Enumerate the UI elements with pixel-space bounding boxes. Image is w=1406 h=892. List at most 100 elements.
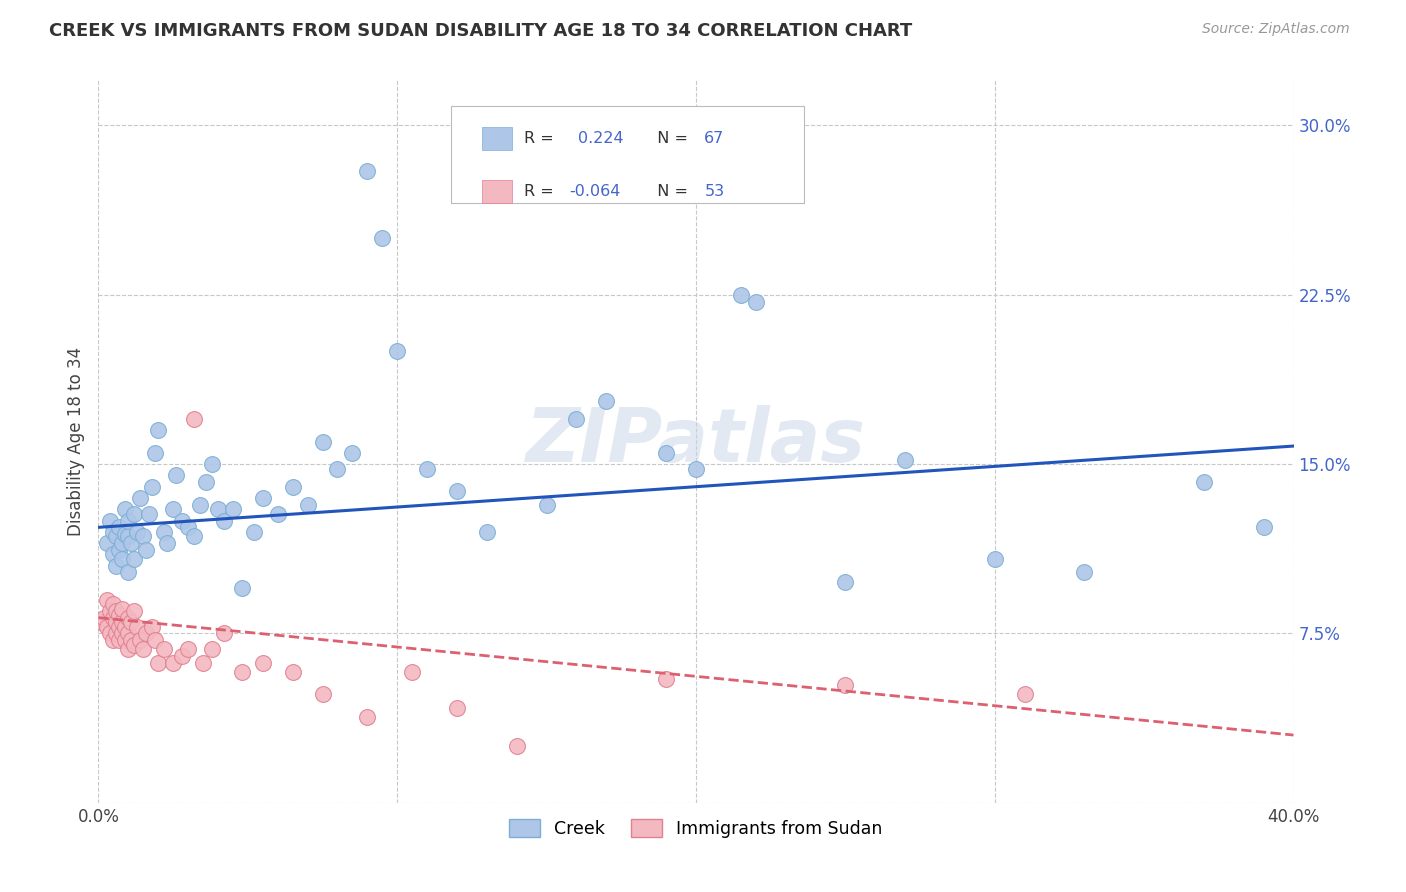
Point [326, 461, 349, 475]
Point [141, 480, 163, 494]
Point [297, 498, 319, 512]
Point [834, 574, 856, 589]
Point [124, 604, 146, 618]
Text: CREEK VS IMMIGRANTS FROM SUDAN DISABILITY AGE 18 TO 34 CORRELATION CHART: CREEK VS IMMIGRANTS FROM SUDAN DISABILIT… [49, 22, 912, 40]
Point [281, 665, 304, 679]
Point [108, 620, 131, 634]
Point [153, 524, 176, 539]
Text: -0.064: -0.064 [569, 184, 620, 199]
Point [231, 665, 253, 679]
Text: Source: ZipAtlas.com: Source: ZipAtlas.com [1202, 22, 1350, 37]
Point [124, 552, 146, 566]
Point [446, 484, 468, 499]
Point [105, 604, 128, 618]
Point [385, 344, 409, 359]
Text: R =: R = [524, 184, 558, 199]
Point [655, 446, 678, 460]
Point [148, 656, 170, 670]
Point [120, 536, 142, 550]
Point [129, 633, 152, 648]
Point [894, 452, 917, 467]
Point [342, 446, 364, 460]
Point [191, 656, 214, 670]
Point [148, 423, 170, 437]
Point [135, 626, 157, 640]
FancyBboxPatch shape [451, 105, 804, 203]
Legend: Creek, Immigrants from Sudan: Creek, Immigrants from Sudan [502, 812, 890, 845]
Point [132, 529, 155, 543]
Point [96, 620, 118, 634]
Point [141, 620, 163, 634]
Point [103, 548, 125, 562]
Text: ZIPatlas: ZIPatlas [526, 405, 866, 478]
Point [108, 542, 131, 557]
Point [103, 597, 125, 611]
Point [111, 626, 134, 640]
Point [1014, 687, 1036, 701]
Point [96, 536, 118, 550]
Point [446, 701, 468, 715]
Point [108, 520, 131, 534]
Point [212, 514, 235, 528]
Point [162, 502, 184, 516]
FancyBboxPatch shape [482, 128, 512, 151]
Point [371, 231, 394, 245]
Point [135, 542, 157, 557]
Point [111, 615, 134, 630]
Point [105, 626, 128, 640]
Point [172, 514, 194, 528]
Point [124, 638, 146, 652]
Point [111, 552, 134, 566]
Point [108, 633, 131, 648]
Point [108, 608, 131, 623]
Point [311, 434, 333, 449]
Point [730, 287, 752, 301]
Point [111, 536, 134, 550]
Point [124, 507, 146, 521]
Point [156, 536, 179, 550]
Text: N =: N = [647, 131, 693, 146]
Point [222, 502, 245, 516]
Point [114, 633, 136, 648]
Point [105, 529, 128, 543]
Point [655, 672, 678, 686]
Point [117, 610, 139, 624]
Point [103, 610, 125, 624]
Point [127, 620, 149, 634]
Point [153, 642, 176, 657]
Point [595, 393, 617, 408]
Point [356, 710, 378, 724]
Point [252, 656, 274, 670]
Point [111, 601, 134, 615]
Point [281, 480, 304, 494]
Text: 67: 67 [704, 131, 724, 146]
Point [177, 520, 200, 534]
Point [172, 648, 194, 663]
Point [129, 491, 152, 505]
Point [745, 294, 768, 309]
Point [201, 642, 224, 657]
Point [114, 620, 136, 634]
Y-axis label: Disability Age 18 to 34: Disability Age 18 to 34 [67, 347, 86, 536]
Text: R =: R = [524, 131, 564, 146]
Point [356, 163, 378, 178]
Point [103, 633, 125, 648]
Point [96, 592, 118, 607]
Point [401, 665, 423, 679]
Point [98, 604, 122, 618]
Point [231, 582, 253, 596]
FancyBboxPatch shape [482, 180, 512, 203]
Point [416, 461, 439, 475]
Point [105, 615, 128, 630]
Point [536, 498, 558, 512]
Point [114, 502, 136, 516]
Point [132, 642, 155, 657]
Point [93, 610, 115, 624]
Point [117, 529, 139, 543]
Point [834, 678, 856, 692]
Point [565, 412, 588, 426]
Point [506, 739, 529, 754]
Point [475, 524, 498, 539]
Point [120, 633, 142, 648]
Point [188, 498, 211, 512]
